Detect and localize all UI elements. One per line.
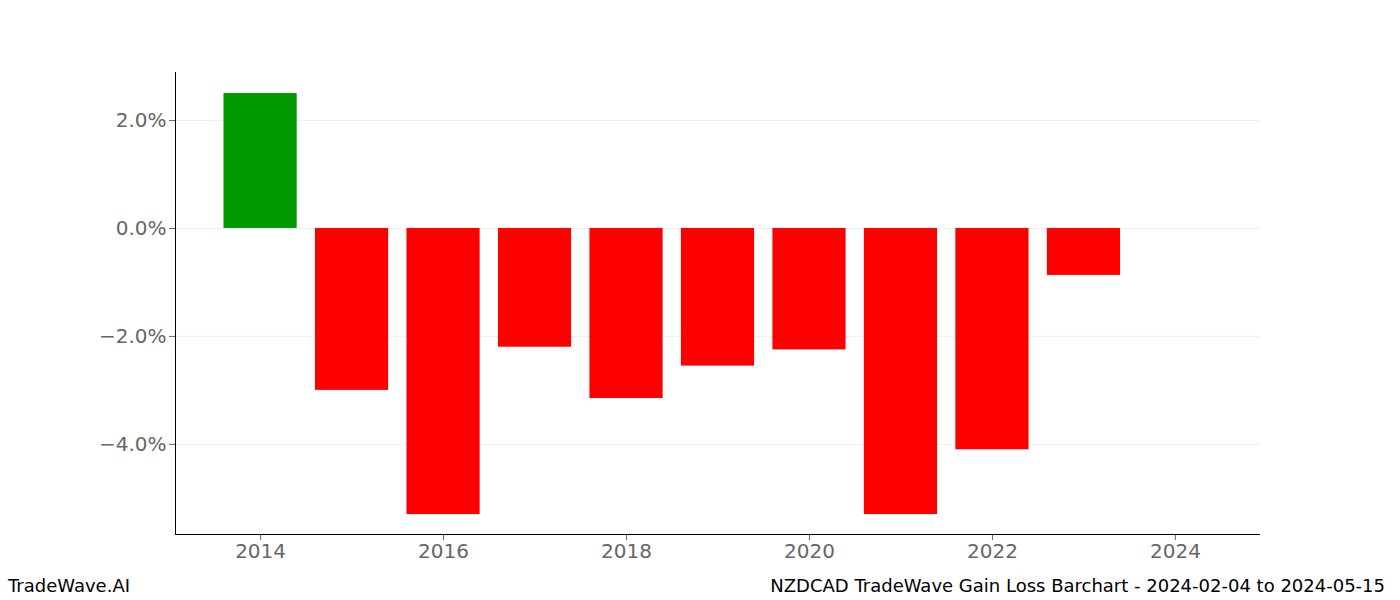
html-text:TradeWave.AI: TradeWave.AI [8, 575, 130, 596]
svg-text:2018: 2018 [601, 539, 652, 563]
svg-text:2024: 2024 [1150, 539, 1201, 563]
svg-text:2016: 2016 [418, 539, 469, 563]
html-text:NZDCAD TradeWave Gain Loss Bar: NZDCAD TradeWave Gain Loss Barchart - 20… [770, 575, 1385, 596]
svg-text:2020: 2020 [784, 539, 835, 563]
svg-text:2.0%: 2.0% [116, 108, 167, 132]
svg-text:2014: 2014 [235, 539, 286, 563]
svg-text:−2.0%: −2.0% [99, 324, 167, 348]
svg-text:0.0%: 0.0% [116, 216, 167, 240]
svg-text:2022: 2022 [967, 539, 1018, 563]
svg-text:−4.0%: −4.0% [99, 432, 167, 456]
